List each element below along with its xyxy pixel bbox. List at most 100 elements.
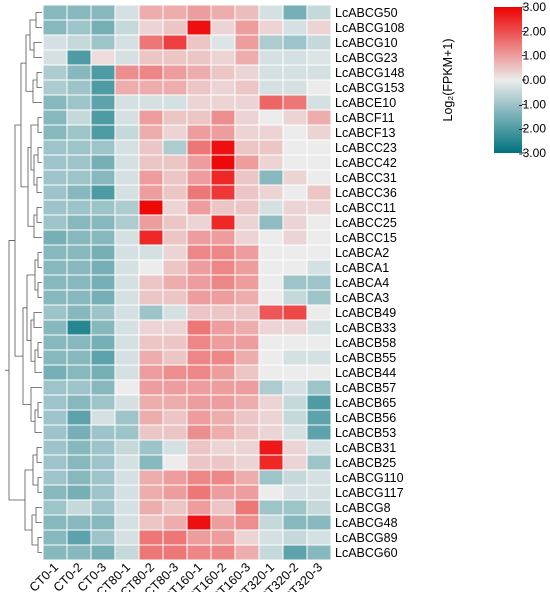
heatmap-cell bbox=[42, 49, 68, 66]
heatmap-cell bbox=[42, 124, 68, 141]
heatmap-cell bbox=[186, 484, 212, 501]
heatmap-cell bbox=[258, 379, 284, 396]
legend-title: Log₂(FPKM+1) bbox=[441, 38, 455, 121]
dendrogram-branch bbox=[33, 42, 42, 58]
heatmap-cell bbox=[186, 424, 212, 441]
heatmap-cell bbox=[138, 259, 164, 276]
heatmap-cell bbox=[258, 79, 284, 96]
heatmap-cell bbox=[66, 529, 92, 546]
heatmap-cell bbox=[90, 124, 116, 141]
heatmap-cell bbox=[90, 214, 116, 231]
heatmap-cell bbox=[138, 319, 164, 336]
heatmap-cell bbox=[210, 229, 236, 246]
heatmap-cell bbox=[210, 544, 236, 561]
heatmap-cell bbox=[282, 214, 308, 231]
heatmap-grid bbox=[42, 4, 332, 561]
heatmap-cell bbox=[66, 514, 92, 531]
heatmap-cell bbox=[66, 229, 92, 246]
heatmap-cell bbox=[306, 244, 332, 261]
heatmap-cell bbox=[210, 124, 236, 141]
heatmap-cell bbox=[258, 469, 284, 486]
heatmap-cell bbox=[138, 124, 164, 141]
heatmap-cell bbox=[42, 544, 68, 561]
heatmap-cell bbox=[306, 169, 332, 186]
heatmap-cell bbox=[42, 529, 68, 546]
heatmap-cell bbox=[138, 79, 164, 96]
heatmap-cell bbox=[234, 364, 260, 381]
heatmap-cell bbox=[306, 394, 332, 411]
row-label: LcABCG89 bbox=[335, 531, 398, 545]
heatmap-cell bbox=[66, 49, 92, 66]
heatmap-cell bbox=[234, 199, 260, 216]
heatmap-cell bbox=[138, 394, 164, 411]
heatmap-cell bbox=[258, 49, 284, 66]
row-label: LcABCB65 bbox=[335, 396, 396, 410]
legend-colorbar bbox=[494, 7, 522, 153]
heatmap-cell bbox=[114, 64, 140, 81]
heatmap-cell bbox=[90, 469, 116, 486]
heatmap-cell bbox=[42, 379, 68, 396]
heatmap-cell bbox=[210, 394, 236, 411]
heatmap-cell bbox=[186, 139, 212, 156]
heatmap-cell bbox=[66, 64, 92, 81]
heatmap-cell bbox=[282, 409, 308, 426]
heatmap-cell bbox=[90, 364, 116, 381]
heatmap-cell bbox=[282, 349, 308, 366]
heatmap-cell bbox=[186, 154, 212, 171]
heatmap-cell bbox=[114, 469, 140, 486]
heatmap-cell bbox=[306, 334, 332, 351]
heatmap-cell bbox=[138, 334, 164, 351]
heatmap-cell bbox=[162, 169, 188, 186]
heatmap-cell bbox=[114, 379, 140, 396]
heatmap-cell bbox=[306, 499, 332, 516]
heatmap-cell bbox=[162, 529, 188, 546]
heatmap-cell bbox=[210, 379, 236, 396]
heatmap-cell bbox=[66, 334, 92, 351]
heatmap-cell bbox=[234, 184, 260, 201]
dendrogram-branch bbox=[37, 282, 42, 298]
heatmap-cell bbox=[258, 529, 284, 546]
heatmap-cell bbox=[210, 139, 236, 156]
heatmap-cell bbox=[210, 349, 236, 366]
heatmap-cell bbox=[162, 34, 188, 51]
heatmap-cell bbox=[42, 424, 68, 441]
heatmap-cell bbox=[258, 289, 284, 306]
heatmap-cell bbox=[234, 439, 260, 456]
heatmap-cell bbox=[186, 364, 212, 381]
heatmap-cell bbox=[306, 304, 332, 321]
heatmap-cell bbox=[114, 4, 140, 21]
heatmap-cell bbox=[138, 49, 164, 66]
heatmap-cell bbox=[258, 139, 284, 156]
heatmap-cell bbox=[138, 484, 164, 501]
heatmap-cell bbox=[66, 34, 92, 51]
heatmap-cell bbox=[42, 169, 68, 186]
heatmap-cell bbox=[282, 439, 308, 456]
heatmap-cell bbox=[258, 19, 284, 36]
heatmap-cell bbox=[42, 349, 68, 366]
heatmap-cell bbox=[66, 469, 92, 486]
heatmap-cell bbox=[114, 124, 140, 141]
heatmap-cell bbox=[114, 169, 140, 186]
heatmap-cell bbox=[258, 94, 284, 111]
heatmap-cell bbox=[90, 544, 116, 561]
heatmap-cell bbox=[234, 514, 260, 531]
heatmap-cell bbox=[282, 229, 308, 246]
heatmap-cell bbox=[162, 19, 188, 36]
heatmap-cell bbox=[90, 184, 116, 201]
heatmap-cell bbox=[186, 214, 212, 231]
heatmap-cell bbox=[162, 79, 188, 96]
heatmap-cell bbox=[162, 49, 188, 66]
heatmap-cell bbox=[306, 484, 332, 501]
heatmap-cell bbox=[186, 469, 212, 486]
heatmap-cell bbox=[306, 124, 332, 141]
heatmap-cell bbox=[162, 229, 188, 246]
heatmap-cell bbox=[306, 19, 332, 36]
heatmap-cell bbox=[210, 244, 236, 261]
heatmap-cell bbox=[282, 244, 308, 261]
heatmap-cell bbox=[90, 229, 116, 246]
heatmap-cell bbox=[90, 199, 116, 216]
heatmap-cell bbox=[114, 544, 140, 561]
heatmap-cell bbox=[138, 169, 164, 186]
heatmap-cell bbox=[186, 409, 212, 426]
